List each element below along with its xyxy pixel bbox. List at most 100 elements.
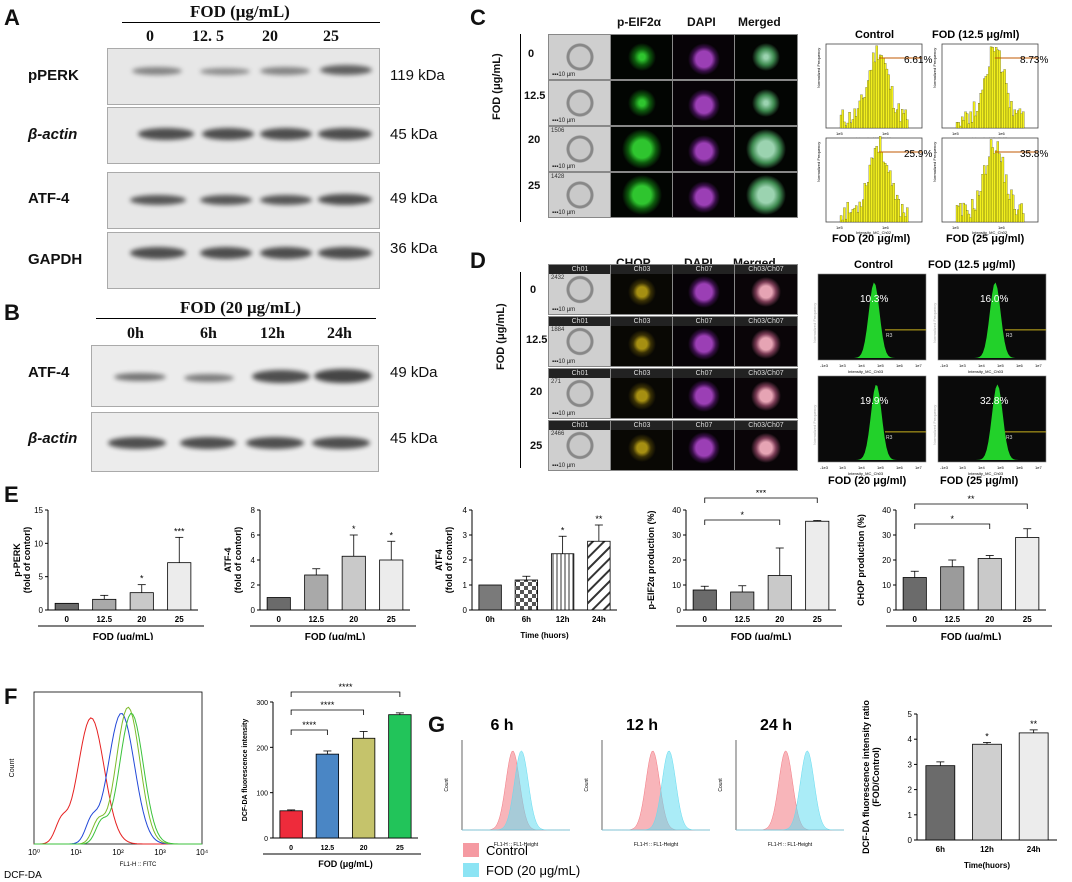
c-h0-tick: 1e5 (836, 131, 843, 136)
c-cell-r3-c0: 1428 ▪▪▪10 μm (548, 172, 612, 218)
sig-bracket-label: * (740, 510, 744, 520)
x-axis-label: FOD (μg/mL) (305, 632, 366, 640)
sig-mark: * (985, 731, 989, 741)
panel-b-header: FOD (20 μg/mL) (180, 298, 302, 317)
c-h0-tick: 1e6 (882, 131, 889, 136)
d-h3-tick: 1e6 (1016, 465, 1023, 470)
c-cell-r3-c1 (610, 172, 674, 218)
y-tick-label: 0 (677, 606, 682, 615)
c-cell-r2-c3 (734, 126, 798, 172)
c-hist-title-20: FOD (20 μg/ml) (832, 233, 911, 245)
d-dose-12-5: 12.5 (526, 334, 548, 346)
y-axis-label: (fold of contorl) (233, 527, 243, 593)
d-h1-tick: -1e3 (940, 363, 949, 368)
c-h1-tick: 1e6 (998, 131, 1005, 136)
x-tick-label: 0 (913, 615, 918, 624)
d-cell-r2-c3: Ch03/Ch07 (734, 368, 798, 419)
y-tick-label: 5 (908, 710, 913, 719)
g-title: 6 h (490, 717, 513, 734)
y-tick-label: 6 (251, 531, 256, 540)
x-tick-label: 0 (703, 615, 708, 624)
d-h3-ylabel: Normalized Frequency (932, 405, 937, 445)
kda-pperk: 119 kDa (390, 67, 445, 84)
d-h0-gate-label: R3 (886, 333, 893, 339)
c-col-peif2a: p-EIF2α (617, 15, 662, 29)
sig-bracket (914, 523, 991, 529)
panel-a-header: FOD (μg/mL) (190, 2, 290, 21)
d-h0-xlabel: Intensity_MC_Ch03 (848, 369, 884, 374)
f1-ylabel: Count (9, 759, 16, 778)
y-tick-label: 2 (251, 581, 256, 590)
x-tick-label: 25 (175, 615, 184, 624)
d-dose-20: 20 (530, 386, 543, 398)
sig-mark: * (389, 530, 393, 540)
c-h1-tick: 1e5 (952, 131, 959, 136)
d-h2-gate-label: R3 (886, 435, 893, 441)
d-histograms: Control FOD (12.5 μg/ml) R3 Normalized Fr… (812, 259, 1047, 487)
bar-25 (805, 520, 830, 611)
d-h2-tick: 1e5 (877, 465, 884, 470)
x-tick-label: 6h (936, 845, 945, 854)
bar-12.5 (940, 566, 965, 611)
y-axis-label: (fold of contorl) (444, 527, 454, 593)
c-cell-r1-c0: ▪▪▪10 μm (548, 80, 612, 126)
d-h1-tick: 1e3 (959, 363, 966, 368)
y-tick-label: 15 (34, 506, 43, 515)
x-tick-label: 25 (387, 615, 396, 624)
c-h2-ylabel: Normalized Frequency (816, 142, 821, 182)
dose-25: 25 (323, 28, 339, 45)
sig-bracket (914, 503, 1028, 509)
chart-e1-pperk: 0 5 10 15 0 12.5 * 20 *** 25 FOD (μg/mL) p-PERK (fol… (12, 506, 204, 640)
d-cell-r1-c0: Ch01 1884 ▪▪▪10 μm (548, 316, 612, 367)
sig-bracket (704, 497, 818, 503)
c-h0-bar (897, 103, 901, 129)
x-tick-label: 20 (985, 615, 994, 624)
f1-x-tick: 10⁴ (196, 848, 209, 857)
y-tick-label: 1 (463, 581, 468, 590)
sig-mark: * (352, 524, 356, 534)
y-axis-label: DCF-DA fluorescence intensity ratio (861, 700, 871, 854)
row-label-gapdh: GAPDH (28, 251, 83, 268)
c-pct-control: 6.61% (904, 55, 932, 66)
c-pct-20: 25.9% (904, 149, 932, 160)
c-h2-tick: 1e5 (836, 225, 843, 230)
y-tick-label: 0 (39, 606, 44, 615)
y-tick-label: 40 (882, 506, 891, 515)
d-cell-r1-c2: Ch07 (672, 316, 736, 367)
d-h1-tick: 1e6 (1016, 363, 1023, 368)
c-h3-xlabel: Intensity_MC_Ch02 (972, 230, 1008, 235)
time-24h: 24h (327, 325, 352, 342)
bar-0 (692, 589, 717, 611)
d-h0-ylabel: Normalized Frequency (812, 303, 817, 343)
d-hist-title-12-5: FOD (12.5 μg/ml) (928, 259, 1016, 271)
panel-label-c: C (470, 5, 486, 30)
c-cell-r2-c1 (610, 126, 674, 172)
y-tick-label: 10 (882, 581, 891, 590)
c-cell-r0-c0: ▪▪▪10 μm (548, 34, 612, 80)
panel-b-header-line (96, 318, 376, 319)
g-legend-fod: FOD (20 μg/mL) (486, 863, 580, 878)
f1-x-tick: 10¹ (70, 848, 82, 857)
c-h2-bar (839, 215, 843, 223)
d-cell-r1-c1: Ch03 (610, 316, 674, 367)
panel-label-a: A (4, 5, 20, 30)
c-h1-bar (969, 111, 972, 129)
panel-label-d: D (470, 248, 486, 273)
d-hist-title-20: FOD (20 μg/ml) (828, 475, 907, 487)
d-h0-tick: 1e4 (858, 363, 865, 368)
y-tick-label: 0 (463, 606, 468, 615)
d-cell-r2-c1: Ch03 (610, 368, 674, 419)
bar-6h (925, 765, 956, 841)
d-h1-tick: 1e4 (978, 363, 985, 368)
x-axis-label: FOD (μg/mL) (731, 632, 792, 640)
bar-24h (587, 540, 611, 611)
time-12h: 12h (260, 325, 285, 342)
bar-12h (972, 743, 1002, 841)
y-axis-label: p-PERK (12, 543, 22, 577)
c-h0-ylabel: Normalized Frequency (816, 48, 821, 88)
x-tick-label: 0h (485, 615, 494, 624)
kda-gapdh: 36 kDa (390, 240, 438, 257)
d-dose-0: 0 (530, 284, 537, 296)
